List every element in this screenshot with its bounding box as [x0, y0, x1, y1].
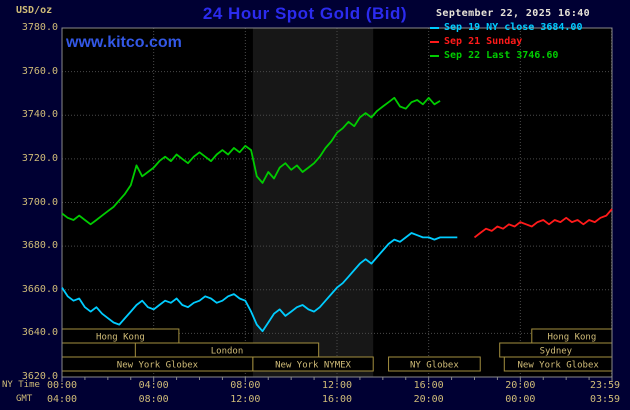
- session-label: Sydney: [540, 347, 573, 357]
- kitco-watermark-link[interactable]: www.kitco.com: [66, 34, 182, 51]
- y-tick-label: 3660.0: [21, 283, 58, 295]
- session-label: Hong Kong: [548, 333, 597, 343]
- series-line-sep22: [61, 96, 441, 226]
- x-tick-label-ny: 12:00: [321, 380, 353, 391]
- x-tick-label-gmt: 16:00: [321, 394, 353, 405]
- ny-time-axis-label: NY Time: [2, 380, 40, 390]
- legend-line-sample: [430, 55, 439, 57]
- y-tick-label: 3780.0: [21, 22, 58, 33]
- plot-border: [61, 27, 613, 378]
- y-tick-label: 3740.0: [21, 109, 58, 121]
- x-tick-label-ny: 20:00: [505, 380, 536, 391]
- x-tick-label-gmt: 03:59: [589, 394, 621, 405]
- x-tick-label-ny: 00:00: [46, 380, 78, 391]
- legend-entries: Sep 19 NY close 3684.00 Sep 21 Sunday Sep …: [430, 21, 628, 63]
- chart-title-wrap: 24 Hour Spot Gold (Bid): [0, 4, 610, 24]
- y-tick-label: 3700.0: [21, 196, 58, 208]
- series-line-sep21: [473, 208, 613, 239]
- session-label: New York Globex: [117, 361, 199, 371]
- session-label: NY Globex: [410, 361, 459, 371]
- y-tick-label: 3620.0: [21, 371, 58, 382]
- units-label: USD/oz: [16, 5, 53, 16]
- chart-title: 24 Hour Spot Gold (Bid): [202, 4, 408, 23]
- series-line-sep19: [61, 232, 458, 333]
- legend-entry-sep19: Sep 19 NY close 3684.00: [430, 21, 628, 35]
- gmt-axis-label: GMT: [16, 394, 33, 404]
- x-tick-label-ny: 23:59: [589, 380, 621, 391]
- legend-line-sample: [430, 27, 439, 29]
- session-box: [252, 356, 374, 372]
- legend-entry-sep22: Sep 22 Last 3746.60: [430, 49, 628, 63]
- x-tick-label-gmt: 08:00: [138, 394, 169, 405]
- legend-label: Sep 21 Sunday: [444, 36, 523, 47]
- session-label: Hong Kong: [96, 333, 145, 343]
- x-tick-label-ny: 04:00: [138, 380, 169, 391]
- legend-line-sample: [430, 41, 439, 43]
- session-label: New York NYMEX: [275, 361, 351, 371]
- x-tick-label-gmt: 20:00: [413, 394, 444, 405]
- x-tick-label-gmt: 04:00: [46, 394, 78, 405]
- session-box: [388, 356, 481, 372]
- y-tick-label: 3760.0: [21, 65, 58, 77]
- x-tick-label-ny: 08:00: [230, 380, 261, 391]
- x-tick-label-gmt: 00:00: [505, 394, 536, 405]
- session-label: New York Globex: [518, 361, 600, 371]
- session-highlight-band: [252, 28, 374, 377]
- y-tick-label: 3720.0: [21, 152, 58, 164]
- legend-label: Sep 19 NY close 3684.00: [444, 22, 583, 33]
- datetime-label: September 22, 2025 16:40: [436, 8, 591, 19]
- x-tick-label-ny: 16:00: [413, 380, 444, 391]
- legend-entry-sep21: Sep 21 Sunday: [430, 35, 628, 49]
- y-tick-label: 3640.0: [21, 327, 58, 339]
- legend-label: Sep 22 Last 3746.60: [444, 50, 559, 61]
- y-tick-label: 3680.0: [21, 240, 58, 252]
- session-label: London: [211, 347, 244, 357]
- legend: September 22, 2025 16:40 Sep 19 NY close…: [430, 7, 628, 63]
- x-tick-label-gmt: 12:00: [230, 394, 261, 405]
